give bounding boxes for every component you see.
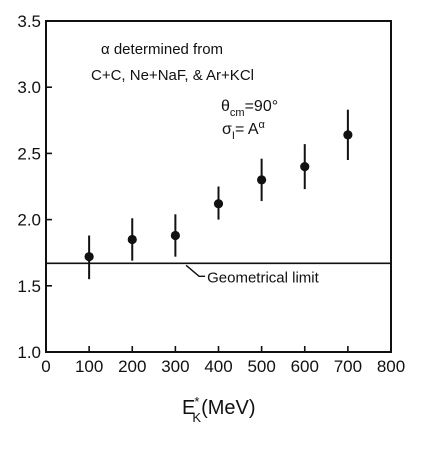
annotation-theta: θcm=90°	[221, 98, 278, 119]
x-tick-label: 500	[247, 357, 275, 376]
data-point	[127, 234, 137, 245]
x-axis-title: E* K(MeV)	[182, 394, 256, 425]
x-tick-label: 800	[377, 357, 405, 376]
y-tick-label: 2.0	[17, 211, 41, 230]
y-tick-label: 1.0	[17, 343, 41, 362]
data-point	[170, 230, 180, 241]
x-tick-label: 400	[204, 357, 232, 376]
x-tick-label: 600	[291, 357, 319, 376]
annotation-block: α determined from C+C, Ne+NaF, & Ar+KCl …	[91, 41, 278, 142]
annotation-line-1: α determined from	[101, 41, 223, 58]
x-tick-label: 0	[41, 357, 50, 376]
data-point	[300, 162, 310, 172]
x-tick-label: 300	[161, 357, 189, 376]
data-point	[343, 130, 353, 140]
data-point	[84, 252, 94, 262]
annotation-sigma: σI= Aα	[222, 119, 266, 142]
data-points	[84, 130, 353, 262]
error-bars	[88, 109, 349, 280]
x-tick-label: 200	[118, 357, 146, 376]
data-point	[213, 199, 224, 209]
y-axis-ticks: 1.0 1.5 2.0 2.5 3.0 3.5	[17, 12, 52, 362]
x-axis-ticks: 0 100 200 300 400 500 600 700 800	[41, 346, 405, 376]
y-tick-label: 1.5	[17, 277, 41, 296]
reference-line-group: Geometrical limit	[46, 262, 391, 286]
x-tick-label: 700	[334, 357, 362, 376]
geometrical-limit-label: Geometrical limit	[207, 269, 320, 286]
annotation-line-2: C+C, Ne+NaF, & Ar+KCl	[91, 67, 254, 84]
data-point	[257, 175, 267, 185]
y-tick-label: 3.5	[17, 12, 41, 31]
geometrical-limit-pointer	[185, 264, 206, 277]
y-tick-label: 3.0	[17, 78, 41, 97]
x-tick-label: 100	[75, 357, 103, 376]
y-tick-label: 2.5	[17, 144, 41, 163]
